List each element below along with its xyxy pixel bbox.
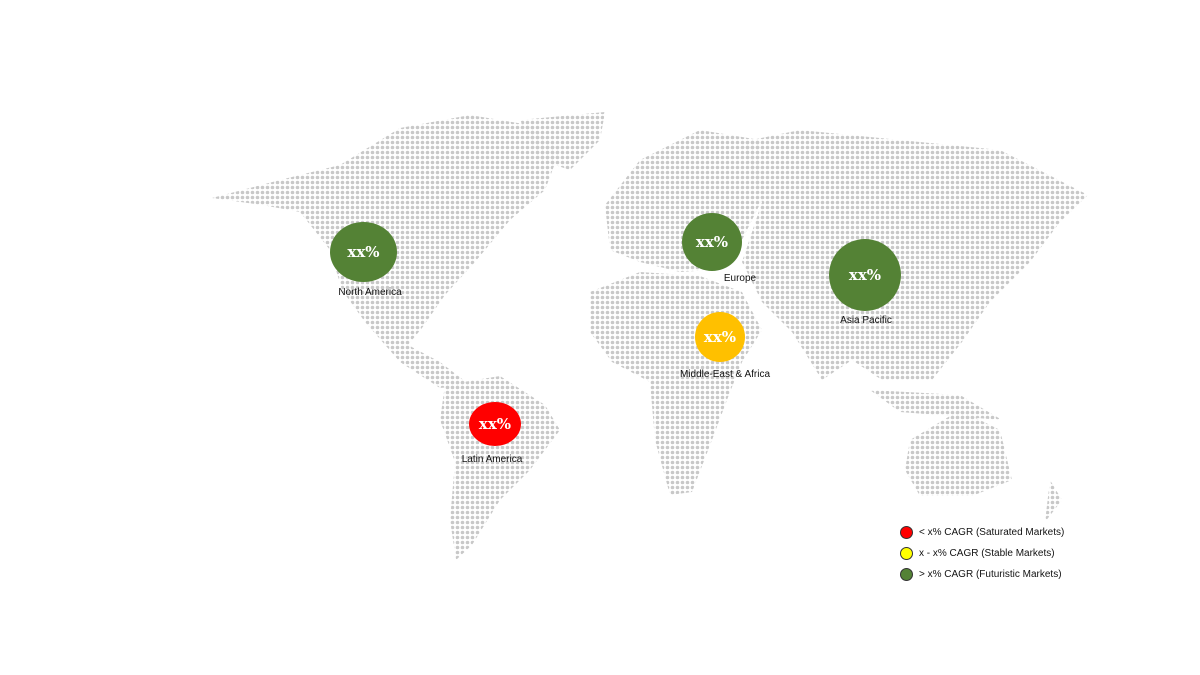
legend-item-saturated: < x% CAGR (Saturated Markets) <box>900 522 1064 543</box>
legend-label: > x% CAGR (Futuristic Markets) <box>919 569 1062 580</box>
europe-label: Europe <box>723 273 757 284</box>
indonesia-landmass <box>870 390 1002 420</box>
red-circle-icon <box>900 526 913 539</box>
legend-label: x - x% CAGR (Stable Markets) <box>919 548 1055 559</box>
north-america-bubble: xx% <box>330 222 397 282</box>
africa-landmass <box>590 272 762 495</box>
legend-item-futuristic: > x% CAGR (Futuristic Markets) <box>900 564 1064 585</box>
latin-america-bubble: xx% <box>469 402 521 446</box>
north-america-label: North America <box>338 287 402 298</box>
australia-landmass <box>905 410 1012 496</box>
legend-item-stable: x - x% CAGR (Stable Markets) <box>900 543 1064 564</box>
asia-pacific-label: Asia Pacific <box>840 315 892 326</box>
asia-pacific-bubble: xx% <box>829 239 901 311</box>
yellow-circle-icon <box>900 547 913 560</box>
legend: < x% CAGR (Saturated Markets) x - x% CAG… <box>900 522 1064 585</box>
europe-bubble: xx% <box>682 213 742 271</box>
new-zealand-landmass <box>1045 480 1062 522</box>
asia-landmass <box>742 130 1088 380</box>
green-circle-icon <box>900 568 913 581</box>
middle-east-africa-bubble: xx% <box>695 312 745 362</box>
greenland-landmass <box>520 112 605 170</box>
middle-east-africa-label: Middle-East & Africa <box>679 369 771 380</box>
legend-label: < x% CAGR (Saturated Markets) <box>919 527 1065 538</box>
latin-america-label: Latin America <box>461 454 523 465</box>
